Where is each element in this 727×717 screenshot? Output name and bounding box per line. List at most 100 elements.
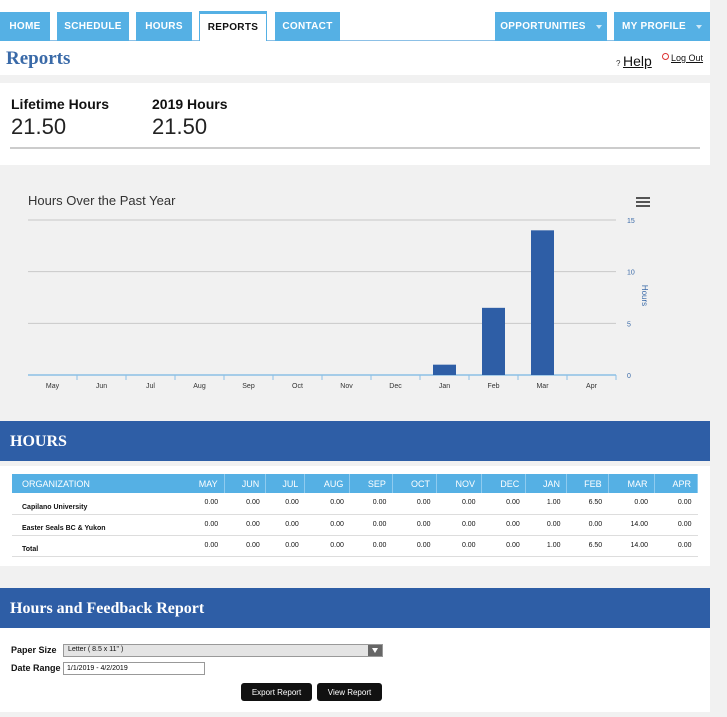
column-header-jun: JUN <box>224 474 267 493</box>
tab-home-label: HOME <box>9 21 41 32</box>
lifetime-hours-value: 21.50 <box>11 114 67 139</box>
column-header-aug: AUG <box>304 474 351 493</box>
hours-cell: 1.00 <box>525 535 567 557</box>
x-tick-label: Jun <box>96 383 107 390</box>
paper-size-select[interactable]: Letter ( 8.5 x 11" ) <box>63 644 383 657</box>
paper-size-label: Paper Size <box>11 645 57 655</box>
export-report-button[interactable]: Export Report <box>241 683 312 701</box>
dropdown-arrow-icon <box>368 645 382 656</box>
x-tick-label: May <box>46 383 60 390</box>
chart-menu-icon[interactable] <box>636 197 650 209</box>
chevron-down-icon <box>695 24 702 29</box>
column-header-jan: JAN <box>525 474 568 493</box>
hours-cell: 0.00 <box>436 514 482 536</box>
chart-panel: Hours Over the Past Year 0 5 10 15 May Jun Jul… <box>0 167 710 412</box>
help-link[interactable]: Help <box>623 53 652 69</box>
hours-cell: 0.00 <box>224 535 266 557</box>
hours-cell: 0.00 <box>265 514 305 536</box>
table-row: Easter Seals BC & Yukon 0.00 0.00 0.00 0.00 0… <box>12 514 698 536</box>
hours-cell: 1.00 <box>525 493 567 515</box>
hours-cell: 6.50 <box>566 493 609 515</box>
tab-home[interactable]: HOME <box>0 12 50 41</box>
x-tick-label: Aug <box>193 383 206 390</box>
organization-name: Total <box>12 535 182 557</box>
help-icon: ? <box>616 59 621 68</box>
hours-cell: 0.00 <box>224 493 266 515</box>
hours-cell: 0.00 <box>481 514 526 536</box>
hours-cell: 0.00 <box>481 535 526 557</box>
tab-reports[interactable]: REPORTS <box>199 11 267 41</box>
chart-title: Hours Over the Past Year <box>28 193 176 208</box>
hours-cell: 14.00 <box>608 535 655 557</box>
column-header-dec: DEC <box>481 474 527 493</box>
chevron-down-icon <box>595 24 602 29</box>
hours-cell: 0.00 <box>181 493 225 515</box>
column-header-may: MAY <box>181 474 225 493</box>
tab-opportunities[interactable]: OPPORTUNITIES <box>495 12 607 41</box>
paper-size-value: Letter ( 8.5 x 11" ) <box>68 646 124 653</box>
bar-feb <box>482 307 505 375</box>
tab-schedule[interactable]: SCHEDULE <box>57 12 129 41</box>
hours-cell: 0.00 <box>654 514 698 536</box>
x-tick-label: Dec <box>389 383 402 390</box>
x-tick-label: Jan <box>439 383 450 390</box>
hours-cell: 0.00 <box>392 535 437 557</box>
hours-table-panel: ORGANIZATION MAY JUN JUL AUG SEP OCT NOV DEC JAN F… <box>0 466 710 566</box>
hours-cell: 0.00 <box>525 514 567 536</box>
bar-jan <box>433 364 456 375</box>
hours-cell: 0.00 <box>181 514 225 536</box>
title-bar: Reports ? Help Log Out <box>0 41 710 75</box>
tab-contact-label: CONTACT <box>282 21 333 32</box>
table-row: Capilano University 0.00 0.00 0.00 0.00 0.00 0… <box>12 493 698 515</box>
power-icon <box>662 53 669 60</box>
feedback-section-title: Hours and Feedback Report <box>10 600 205 617</box>
hours-cell: 0.00 <box>654 493 698 515</box>
hours-chart: 0 5 10 15 May Jun Jul Aug Sep Oct Nov Dec Jan Feb Mar A… <box>28 218 649 390</box>
total-row: Total 0.00 0.00 0.00 0.00 0.00 0.00 0.00 0.00 1.0… <box>12 535 698 557</box>
hours-cell: 0.00 <box>436 535 482 557</box>
hours-section-title: HOURS <box>10 433 67 450</box>
x-tick-label: Oct <box>292 383 303 390</box>
tab-hours[interactable]: HOURS <box>136 12 192 41</box>
x-tick-label: Mar <box>536 383 549 390</box>
tab-schedule-label: SCHEDULE <box>64 21 122 32</box>
x-tick-label: Feb <box>487 383 499 390</box>
column-header-feb: FEB <box>566 474 609 493</box>
year-hours-label: 2019 Hours <box>152 96 228 112</box>
hours-cell: 0.00 <box>392 514 437 536</box>
column-header-organization: ORGANIZATION <box>12 474 182 493</box>
y-tick-label: 15 <box>627 218 635 225</box>
hours-cell: 0.00 <box>304 514 350 536</box>
year-hours-value: 21.50 <box>152 114 208 139</box>
tab-opportunities-label: OPPORTUNITIES <box>500 21 586 32</box>
divider <box>10 147 700 149</box>
view-report-button[interactable]: View Report <box>317 683 382 701</box>
x-tick-label: Apr <box>586 383 598 390</box>
hours-cell: 0.00 <box>224 514 266 536</box>
date-range-label: Date Range <box>11 663 61 673</box>
hours-cell: 0.00 <box>392 493 437 515</box>
date-range-input[interactable] <box>63 662 205 675</box>
page-title: Reports <box>6 48 71 69</box>
tab-reports-label: REPORTS <box>207 22 259 33</box>
x-tick-label: Sep <box>242 383 255 390</box>
y-tick-label: 10 <box>627 270 635 277</box>
organization-name: Easter Seals BC & Yukon <box>12 514 182 536</box>
hours-cell: 0.00 <box>566 514 609 536</box>
x-tick-label: Jul <box>146 383 155 390</box>
table-header-row: ORGANIZATION MAY JUN JUL AUG SEP OCT NOV DEC JAN F… <box>12 474 699 493</box>
hours-cell: 0.00 <box>304 493 350 515</box>
feedback-section-header: Hours and Feedback Report <box>0 588 710 628</box>
hours-cell: 14.00 <box>608 514 655 536</box>
y-axis-label: Hours <box>640 285 649 306</box>
tab-hours-label: HOURS <box>145 21 183 32</box>
column-header-apr: APR <box>654 474 699 493</box>
logout-link[interactable]: Log Out <box>671 53 704 63</box>
column-header-jul: JUL <box>265 474 306 493</box>
y-tick-label: 0 <box>627 373 631 380</box>
hours-table: ORGANIZATION MAY JUN JUL AUG SEP OCT NOV DEC JAN F… <box>12 474 699 557</box>
hours-cell: 0.00 <box>436 493 482 515</box>
feedback-form: Paper Size Letter ( 8.5 x 11" ) Date Ran… <box>0 628 710 712</box>
tab-my-profile[interactable]: MY PROFILE <box>614 12 710 41</box>
tab-contact[interactable]: CONTACT <box>275 12 340 41</box>
